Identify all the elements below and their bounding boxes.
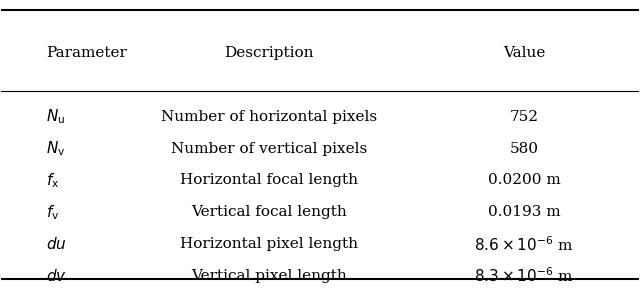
Text: $N_\mathrm{v}$: $N_\mathrm{v}$ <box>46 139 65 158</box>
Text: 752: 752 <box>509 110 538 124</box>
Text: $dv$: $dv$ <box>46 268 67 284</box>
Text: Number of vertical pixels: Number of vertical pixels <box>171 142 367 155</box>
Text: $N_\mathrm{u}$: $N_\mathrm{u}$ <box>46 107 65 126</box>
Text: $f_\mathrm{v}$: $f_\mathrm{v}$ <box>46 203 60 222</box>
Text: Vertical focal length: Vertical focal length <box>191 205 347 219</box>
Text: Horizontal focal length: Horizontal focal length <box>180 173 358 188</box>
Text: $du$: $du$ <box>46 236 67 252</box>
Text: $f_\mathrm{x}$: $f_\mathrm{x}$ <box>46 171 60 190</box>
Text: 0.0193 m: 0.0193 m <box>488 205 560 219</box>
Text: 580: 580 <box>509 142 538 155</box>
Text: Parameter: Parameter <box>46 46 127 60</box>
Text: $8.3 \times 10^{-6}$ m: $8.3 \times 10^{-6}$ m <box>474 267 573 286</box>
Text: 0.0200 m: 0.0200 m <box>488 173 560 188</box>
Text: $8.6 \times 10^{-6}$ m: $8.6 \times 10^{-6}$ m <box>474 235 573 253</box>
Text: Horizontal pixel length: Horizontal pixel length <box>180 237 358 251</box>
Text: Number of horizontal pixels: Number of horizontal pixels <box>161 110 377 124</box>
Text: Description: Description <box>224 46 314 60</box>
Text: Value: Value <box>503 46 545 60</box>
Text: Vertical pixel length: Vertical pixel length <box>191 269 347 283</box>
